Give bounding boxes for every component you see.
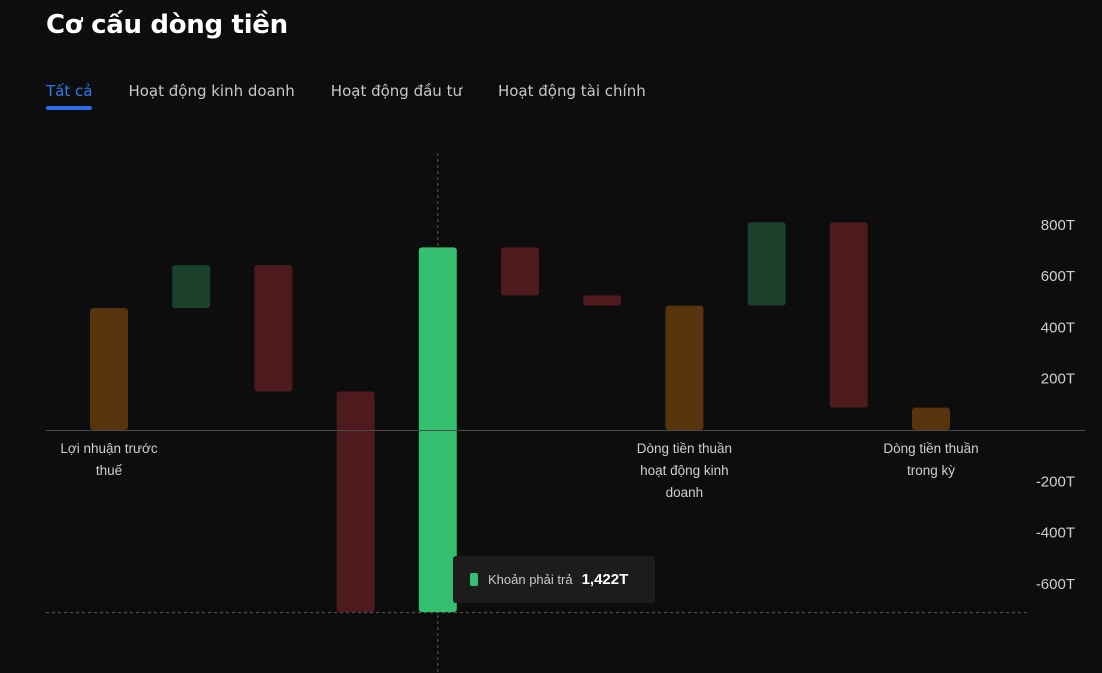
y-tick-label: 400T bbox=[1041, 319, 1075, 336]
bar-7[interactable] bbox=[665, 305, 704, 430]
x-category-label: Lợi nhuận trước bbox=[60, 441, 158, 456]
x-category-label: doanh bbox=[666, 485, 704, 500]
bar-4[interactable] bbox=[418, 247, 457, 613]
bar-2[interactable] bbox=[254, 265, 293, 392]
bar-9[interactable] bbox=[829, 222, 868, 408]
bar-0[interactable] bbox=[90, 308, 128, 430]
x-category-label: Dòng tiền thuần bbox=[637, 441, 732, 456]
tab-all[interactable]: Tất cả bbox=[46, 82, 93, 110]
bar-6[interactable] bbox=[583, 295, 622, 306]
tab-operating-activities[interactable]: Hoạt động kinh doanh bbox=[128, 82, 295, 100]
tooltip-label: Khoản phải trả bbox=[488, 572, 573, 587]
x-category-label: Dòng tiền thuần bbox=[883, 441, 978, 456]
tooltip-color-swatch bbox=[470, 573, 478, 586]
page-title: Cơ cấu dòng tiền bbox=[46, 10, 288, 40]
x-category-label: thuế bbox=[96, 463, 123, 478]
y-tick-label: -400T bbox=[1036, 525, 1075, 542]
bar-5[interactable] bbox=[501, 247, 539, 296]
tab-investing-activities[interactable]: Hoạt động đầu tư bbox=[330, 82, 462, 100]
x-category-label: hoạt động kinh bbox=[640, 463, 729, 478]
y-tick-label: 800T bbox=[1041, 217, 1075, 234]
tab-bar: Tất cả Hoạt động kinh doanh Hoạt động đầ… bbox=[46, 82, 646, 110]
x-category-label: trong kỳ bbox=[907, 463, 955, 478]
y-tick-label: 600T bbox=[1041, 268, 1075, 285]
bar-10[interactable] bbox=[912, 407, 950, 430]
bar-8[interactable] bbox=[747, 222, 786, 306]
tab-financing-activities[interactable]: Hoạt động tài chính bbox=[497, 82, 646, 100]
y-tick-label: 200T bbox=[1041, 371, 1075, 388]
chart-tooltip: Khoản phải trả 1,422T bbox=[453, 556, 655, 603]
bar-3[interactable] bbox=[336, 391, 375, 613]
y-tick-label: -600T bbox=[1036, 576, 1075, 593]
y-tick-label: -200T bbox=[1036, 473, 1075, 490]
bar-1[interactable] bbox=[172, 265, 211, 309]
tooltip-value: 1,422T bbox=[581, 571, 629, 588]
